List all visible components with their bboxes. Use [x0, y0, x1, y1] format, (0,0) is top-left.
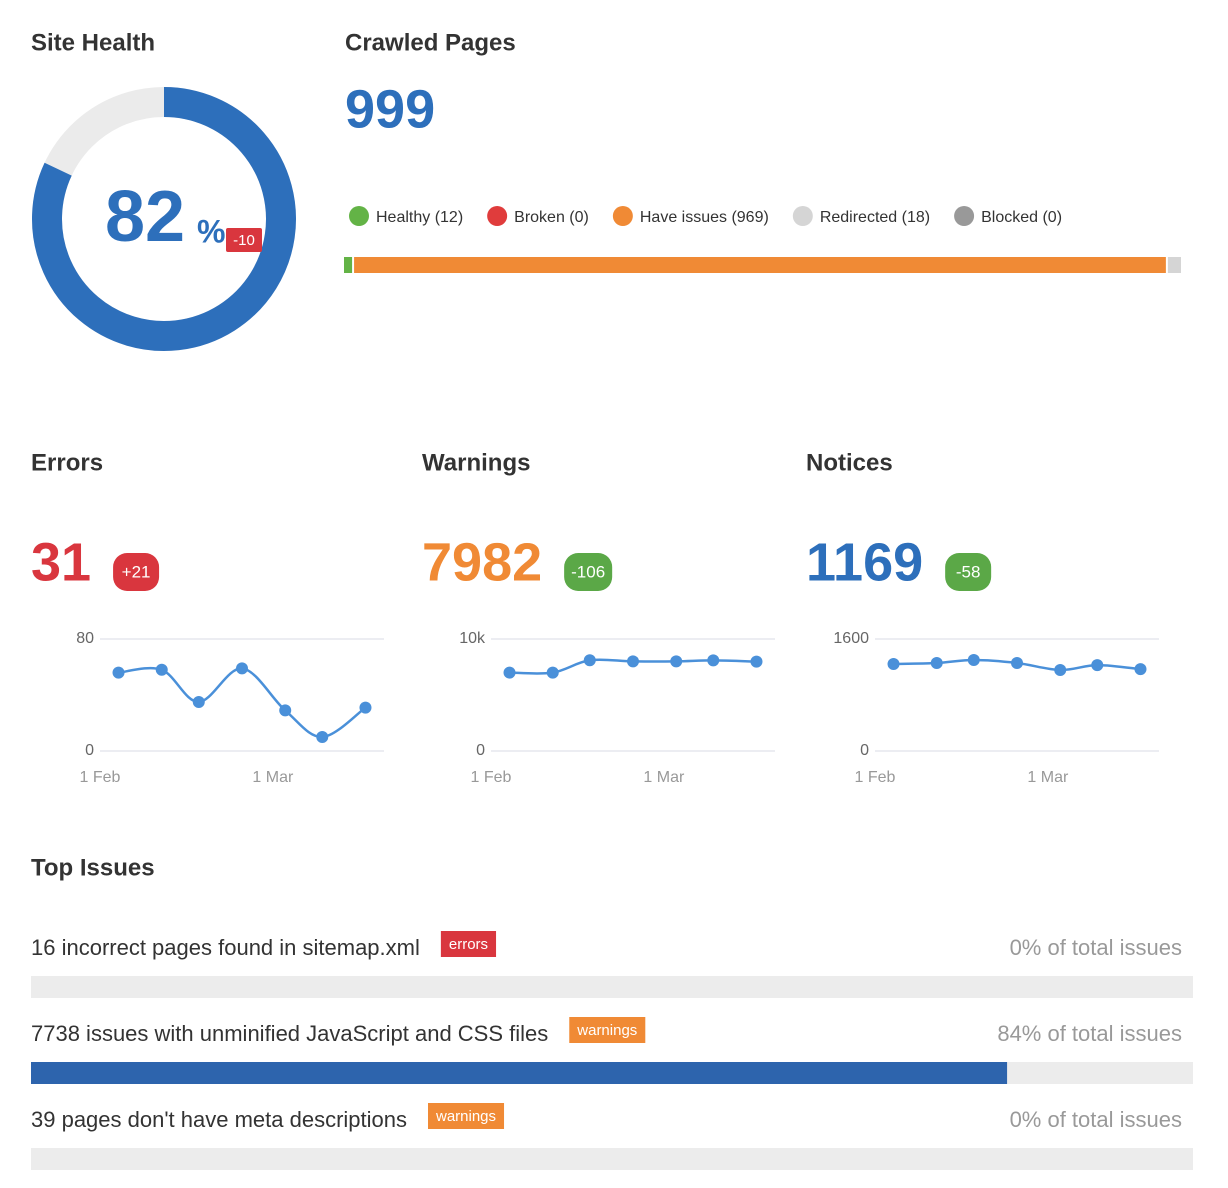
- issue-text: 16 incorrect pages found in sitemap.xml: [31, 935, 420, 960]
- legend-dot: [792, 206, 813, 226]
- trend-point: [155, 663, 168, 676]
- trend-point: [1011, 657, 1023, 670]
- change-label: -10: [233, 232, 255, 249]
- trend-point: [627, 655, 639, 668]
- issue-tag: [428, 1103, 505, 1129]
- metric-value: 31: [31, 532, 91, 592]
- trend-point: [1091, 659, 1104, 672]
- health-value: 82: [105, 177, 185, 257]
- trend-point: [1054, 664, 1067, 677]
- title: Warnings: [422, 449, 530, 476]
- trend-point: [967, 654, 980, 666]
- trend-point: [192, 696, 205, 708]
- legend-dot: [612, 206, 633, 226]
- bar-segment: [1167, 257, 1181, 273]
- legend-label: Blocked (0): [981, 209, 1062, 226]
- issue-track: [31, 1148, 1193, 1170]
- issue-share: 0% of total issues: [1010, 935, 1182, 960]
- x-tick-label: 1 Feb: [855, 769, 896, 786]
- x-tick-label: 1 Mar: [643, 769, 685, 786]
- trend-point: [546, 666, 559, 679]
- y-tick-label: 10k: [459, 630, 486, 647]
- metric-value: 1169: [806, 532, 923, 592]
- donut-arc: [32, 87, 296, 351]
- trend-line: [118, 666, 367, 739]
- trend-point: [750, 655, 763, 668]
- issue-tag-label: warnings: [576, 1022, 637, 1039]
- legend-dot: [349, 206, 369, 226]
- issue-tag: [440, 931, 497, 957]
- legend-label: Redirected (18): [820, 209, 930, 226]
- trend-point: [236, 662, 248, 675]
- y-tick-label: 0: [85, 742, 94, 759]
- title: Crawled Pages: [345, 29, 516, 56]
- health-unit: %: [197, 213, 225, 249]
- bar-segment: [344, 257, 353, 273]
- title: Notices: [806, 449, 893, 476]
- issue-tag-label: errors: [449, 936, 488, 953]
- y-tick-label: 1600: [833, 630, 869, 647]
- change-badge: [945, 553, 992, 591]
- title: Top Issues: [31, 854, 155, 881]
- title: Errors: [31, 449, 103, 476]
- y-tick-label: 0: [476, 742, 485, 759]
- trend-point: [670, 655, 683, 668]
- x-tick-label: 1 Mar: [252, 769, 294, 786]
- issue-text: 39 pages don't have meta descriptions: [31, 1107, 407, 1132]
- total-value: 999: [345, 79, 435, 139]
- change-badge: [564, 553, 613, 591]
- issue-tag: [569, 1017, 646, 1043]
- y-tick-label: 0: [860, 742, 869, 759]
- legend-label: Broken (0): [514, 209, 589, 226]
- change-badge: [113, 553, 160, 591]
- issue-share: 0% of total issues: [1010, 1107, 1182, 1132]
- change-badge: [226, 228, 262, 252]
- metric-value: 7982: [422, 532, 542, 592]
- trend-point: [316, 731, 329, 743]
- issue-text: 7738 issues with unminified JavaScript a…: [31, 1021, 548, 1046]
- y-tick-label: 80: [76, 630, 94, 647]
- bar-segment: [354, 257, 1166, 273]
- trend-point: [583, 654, 596, 667]
- legend-dot: [487, 206, 508, 226]
- trend-point: [1134, 663, 1147, 676]
- trend-point: [359, 701, 372, 714]
- trend-point: [112, 666, 125, 679]
- legend-label: Healthy (12): [376, 209, 463, 226]
- issue-bar: [31, 1062, 1008, 1084]
- issue-tag-label: warnings: [435, 1108, 496, 1125]
- trend-point: [887, 657, 900, 670]
- trend-point: [503, 666, 516, 679]
- title: Site Health: [31, 29, 155, 56]
- change-label: -106: [571, 562, 605, 581]
- x-tick-label: 1 Mar: [1027, 769, 1069, 786]
- trend-point: [930, 657, 943, 670]
- legend-label: Have issues (969): [640, 209, 769, 226]
- legend-dot: [954, 206, 975, 226]
- change-label: +21: [122, 562, 151, 581]
- issue-share: 84% of total issues: [997, 1021, 1182, 1046]
- issue-track: [31, 976, 1193, 998]
- trend-point: [279, 704, 292, 717]
- x-tick-label: 1 Feb: [80, 769, 121, 786]
- trend-point: [707, 654, 720, 667]
- change-label: -58: [956, 562, 981, 581]
- x-tick-label: 1 Feb: [471, 769, 512, 786]
